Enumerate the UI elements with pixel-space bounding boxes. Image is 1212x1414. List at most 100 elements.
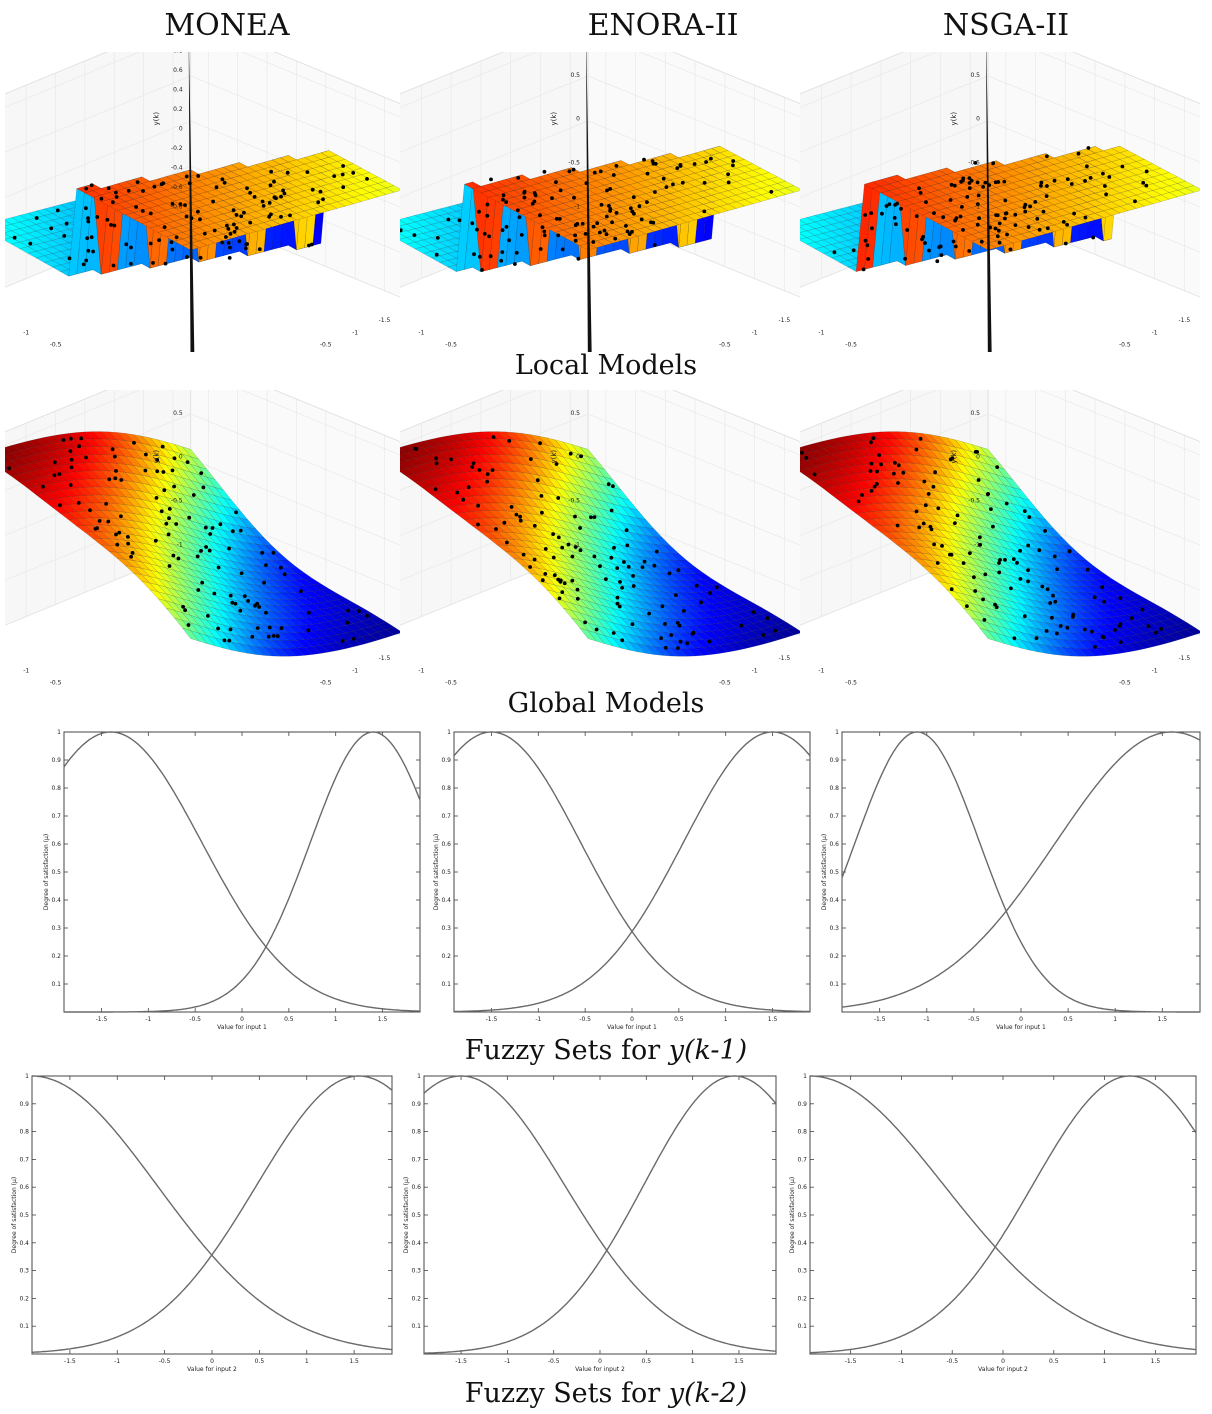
sample-point <box>189 216 194 221</box>
sample-point <box>517 215 522 220</box>
sample-point <box>200 580 205 585</box>
sample-point <box>212 591 217 596</box>
sample-point <box>653 161 658 166</box>
sample-point <box>1008 247 1013 252</box>
sample-point <box>500 250 505 255</box>
sample-point <box>499 258 504 263</box>
sample-point <box>1154 630 1158 635</box>
grid-line <box>987 413 1200 501</box>
sample-point <box>97 519 102 523</box>
sample-point <box>191 493 196 497</box>
sample-point <box>230 600 235 605</box>
sample-point <box>556 496 561 500</box>
sample-point <box>532 523 537 528</box>
sample-point <box>653 190 657 194</box>
sample-point <box>671 182 675 187</box>
sample-point <box>186 623 191 627</box>
sample-point <box>68 449 73 453</box>
sample-point <box>594 627 599 632</box>
sample-point <box>572 195 576 200</box>
sample-point <box>244 246 248 251</box>
sample-point <box>89 235 94 240</box>
z-tick-label: 0.8 <box>173 52 183 54</box>
sample-point <box>996 180 1001 184</box>
x-tick-label: -1 <box>418 329 424 336</box>
sample-point <box>185 460 190 464</box>
sample-point <box>267 214 272 219</box>
sample-point <box>167 507 172 511</box>
sample-point <box>991 524 995 529</box>
sample-point <box>204 545 209 549</box>
sample-point <box>187 515 192 520</box>
sample-point <box>609 555 614 560</box>
sample-point <box>148 211 153 216</box>
sample-point <box>433 487 438 491</box>
sample-point <box>1003 216 1007 221</box>
sample-point <box>617 604 622 609</box>
grid-line <box>800 120 989 198</box>
sample-point <box>1069 182 1074 186</box>
sample-point <box>604 232 609 237</box>
sample-point <box>332 174 337 178</box>
z-tick-label: -0.5 <box>568 498 580 505</box>
sample-point <box>288 213 292 218</box>
sample-point <box>487 234 491 239</box>
y-tick-label: -0.5 <box>719 679 731 686</box>
sample-point <box>988 225 993 230</box>
sample-point <box>667 571 672 576</box>
sample-point <box>68 436 73 441</box>
sample-point <box>357 609 361 613</box>
sample-point <box>117 530 122 535</box>
sample-point <box>538 213 542 218</box>
z-axis-label: y(k) <box>153 450 161 464</box>
sample-point <box>518 518 523 523</box>
sample-point <box>677 623 682 628</box>
sample-point <box>640 565 645 570</box>
sample-point <box>112 223 117 228</box>
sample-point <box>501 197 505 202</box>
y-tick-label: -1.5 <box>1179 317 1191 324</box>
surface-mesh <box>800 431 1200 657</box>
sample-point <box>201 485 206 490</box>
sample-point <box>1013 223 1018 228</box>
sample-point <box>1039 180 1044 185</box>
sample-point <box>434 252 439 257</box>
sample-point <box>851 248 856 253</box>
sample-point <box>560 545 565 550</box>
sample-point <box>661 176 666 181</box>
sample-point <box>1039 183 1043 188</box>
sample-point <box>1091 235 1096 240</box>
sample-point <box>680 180 685 185</box>
sample-point <box>244 242 249 247</box>
sample-point <box>739 623 744 628</box>
sample-point <box>591 240 596 244</box>
sample-point <box>614 211 619 215</box>
sample-point <box>170 468 175 473</box>
sample-point <box>602 228 607 233</box>
sample-point <box>1022 614 1027 619</box>
sample-point <box>1085 164 1089 169</box>
sample-point <box>682 609 686 613</box>
sample-point <box>804 456 809 460</box>
sample-point <box>260 199 265 204</box>
sample-point <box>554 462 559 466</box>
sample-point <box>609 508 614 513</box>
sample-point <box>691 630 696 635</box>
sample-point <box>345 620 350 625</box>
sample-point <box>144 452 148 457</box>
sample-point <box>1133 199 1137 204</box>
grid-line <box>587 413 800 501</box>
grid-line <box>987 75 1200 163</box>
z-tick-label: 0 <box>179 454 183 461</box>
sample-point <box>578 526 582 530</box>
sample-point <box>669 633 674 637</box>
sample-point <box>279 214 283 219</box>
sample-point <box>573 514 577 519</box>
sample-point <box>446 217 451 222</box>
sample-point <box>1044 194 1049 199</box>
sample-point <box>1101 171 1105 176</box>
sample-point <box>234 213 239 217</box>
sample-point <box>615 601 620 606</box>
sample-point <box>952 183 957 188</box>
sample-point <box>79 436 84 441</box>
